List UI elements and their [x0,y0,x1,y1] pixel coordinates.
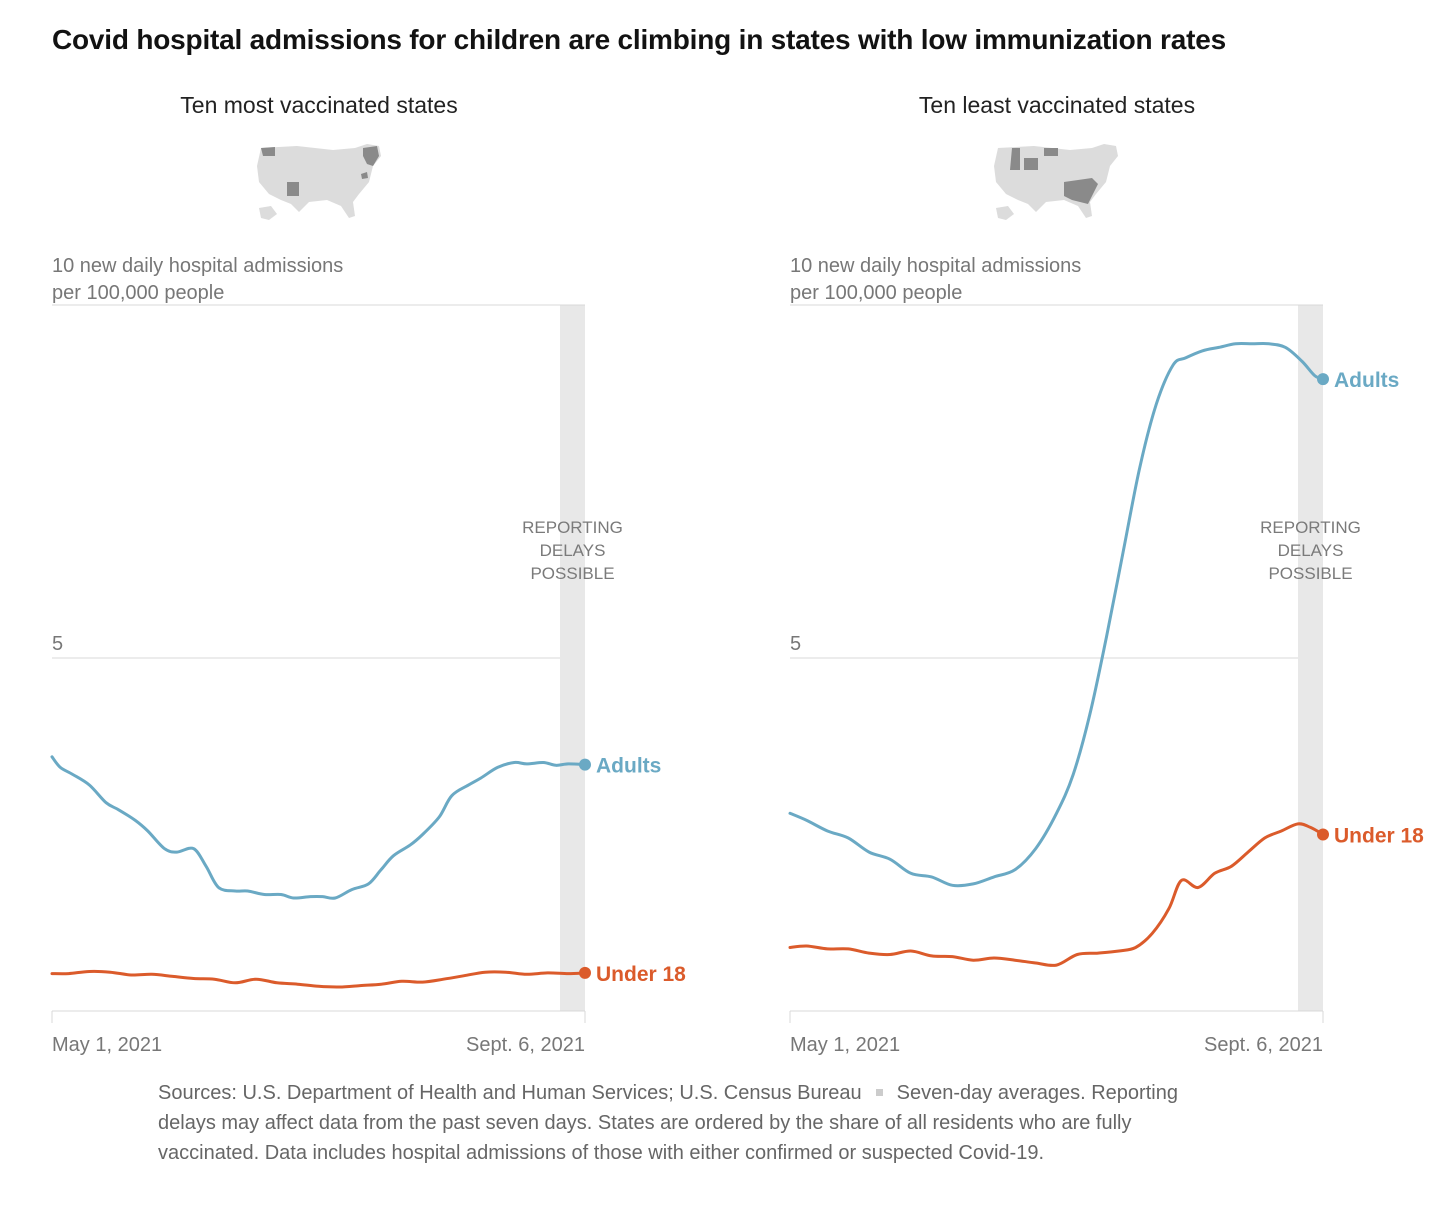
series-endpoint-adults [1317,373,1329,386]
y-axis-label: 10 new daily hospital admissions [52,255,343,277]
series-line-under18 [788,822,1325,967]
x-tick-label: Sept. 6, 2021 [1204,1034,1323,1056]
highlight-washington [261,147,275,156]
reporting-delays-annotation: POSSIBLE [530,564,614,583]
reporting-delay-band [560,305,585,1011]
reporting-delays-annotation: DELAYS [540,541,606,560]
sources-text: Sources: U.S. Department of Health and H… [158,1082,862,1104]
y-tick-label: 5 [52,633,63,655]
highlight-north-dakota [1044,148,1058,156]
chart-panel-least-vaccinated: Ten least vaccinated states 5 10 new dail… [738,80,1456,1070]
series-endpoint-under18 [1317,828,1329,841]
y-tick-label: 5 [790,633,801,655]
reporting-delays-annotation: POSSIBLE [1268,564,1352,583]
highlight-idaho [1010,148,1020,170]
y-axis-label: per 100,000 people [52,282,224,304]
reporting-delays-annotation: DELAYS [1278,541,1344,560]
panel-title: Ten least vaccinated states [918,92,1196,118]
highlight-southeast [1064,178,1098,204]
us-map-land [257,144,381,218]
series-endpoint-adults [579,758,591,771]
x-tick-label: May 1, 2021 [52,1034,162,1056]
y-axis-label: 10 new daily hospital admissions [790,255,1081,277]
reporting-delay-band [1298,305,1323,1011]
panel-title: Ten most vaccinated states [180,92,458,118]
chart-title: Covid hospital admissions for children a… [52,24,1226,55]
alaska-shape [259,206,277,220]
series-label-under18: Under 18 [1334,825,1424,848]
reporting-delays-annotation: REPORTING [1260,518,1361,537]
series-label-adults: Adults [1334,369,1399,392]
y-axis-label: per 100,000 people [790,282,962,304]
series-line-adults [50,755,587,900]
chart-area: 5 10 new daily hospital admissions per 100… [788,255,1424,1056]
chart-area: 5 10 new daily hospital admissions per 100… [50,255,686,1056]
highlight-maryland [361,172,368,179]
x-tick-label: May 1, 2021 [790,1034,900,1056]
chart-panel-most-vaccinated: Ten most vaccinated states 5 10 new daily… [0,80,720,1070]
notes-text: Seven-day averages. Reporting delays may… [158,1082,1178,1164]
x-tick-label: Sept. 6, 2021 [466,1034,585,1056]
reporting-delays-annotation: REPORTING [522,518,623,537]
series-line-adults [788,342,1325,888]
highlight-northeast [363,146,379,166]
series-endpoint-under18 [579,966,591,979]
us-map-icon [994,144,1118,220]
series-line-under18 [50,969,587,989]
series-label-under18: Under 18 [596,963,686,986]
highlight-new-mexico [287,182,299,196]
footnote: Sources: U.S. Department of Health and H… [158,1078,1218,1168]
separator-dot [875,1088,883,1096]
alaska-shape [996,206,1014,220]
series-label-adults: Adults [596,755,661,778]
highlight-wyoming [1024,158,1038,170]
us-map-icon [257,144,381,220]
